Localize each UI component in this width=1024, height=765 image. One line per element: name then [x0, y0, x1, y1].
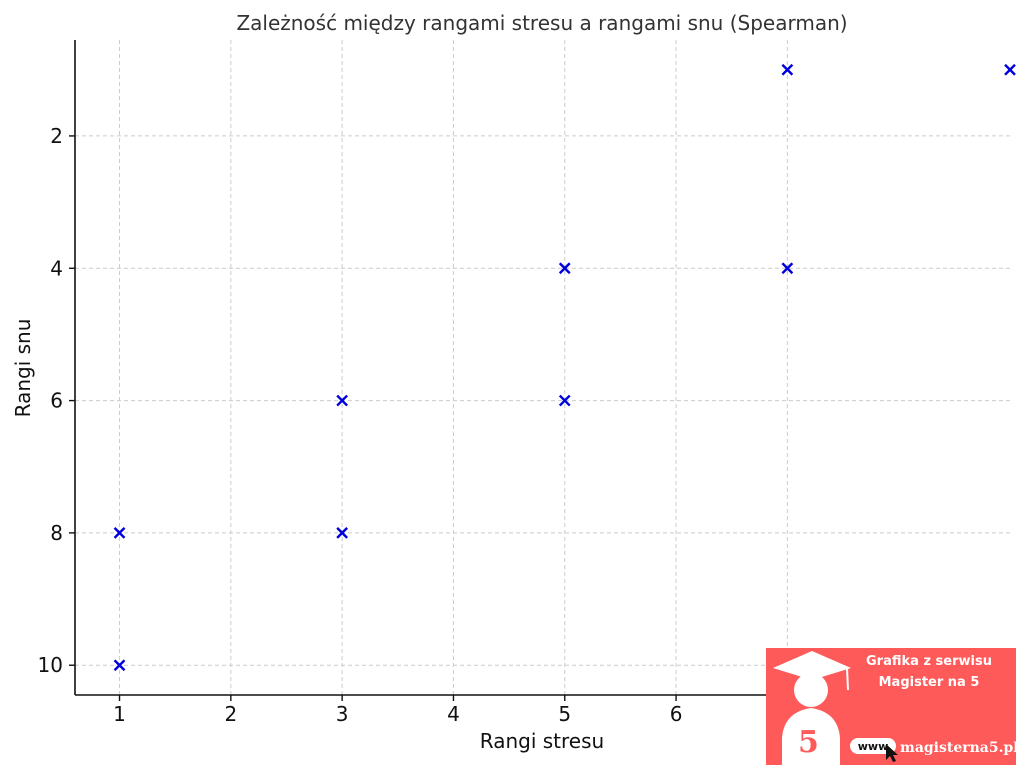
x-tick-label: 4 [447, 702, 460, 726]
x-tick-label: 3 [336, 702, 349, 726]
data-point-stroke [113, 659, 126, 672]
data-point-stroke [558, 262, 571, 275]
data-point-stroke [558, 394, 571, 407]
data-points [113, 63, 1016, 672]
watermark-url: magisterna5.pl [900, 740, 1019, 756]
data-point-stroke [781, 63, 794, 76]
url-pill [850, 738, 896, 754]
chart-title: Zależność między rangami stresu a rangam… [236, 11, 847, 35]
y-tick-label: 4 [50, 256, 63, 280]
data-point [336, 527, 348, 539]
x-axis-label: Rangi stresu [480, 729, 604, 753]
data-point [336, 394, 348, 407]
data-point-stroke [113, 527, 126, 539]
axes [74, 40, 1010, 696]
y-ticks: 2 4 6 8 10 [38, 124, 75, 677]
y-tick-label: 2 [50, 124, 63, 148]
data-point [113, 659, 126, 672]
watermark-line1: Grafika z serwisu [866, 654, 992, 669]
data-point [113, 527, 126, 539]
watermark-line2: Magister na 5 [879, 675, 980, 690]
data-point [558, 262, 571, 275]
data-point [781, 262, 794, 275]
x-tick-label: 2 [224, 702, 237, 726]
data-point-stroke [1004, 63, 1016, 76]
data-point-stroke [336, 394, 348, 407]
watermark-digit: 5 [798, 725, 819, 760]
y-axis-label: Rangi snu [11, 319, 35, 418]
x-tick-label: 6 [670, 702, 683, 726]
data-point-stroke [781, 262, 794, 275]
url-prefix: www [858, 740, 889, 753]
x-tick-label: 1 [113, 702, 126, 726]
watermark: 5 Grafika z serwisu Magister na 5 www ma… [766, 648, 1019, 765]
y-tick-label: 10 [38, 653, 63, 677]
graduate-silhouette-icon [773, 651, 851, 765]
y-tick-label: 8 [50, 521, 63, 545]
data-point [781, 63, 794, 76]
x-ticks: 1234567 [113, 695, 794, 726]
cursor-icon [886, 744, 898, 762]
data-point [558, 394, 571, 407]
data-point [1004, 63, 1016, 76]
grid [75, 40, 1010, 695]
data-point-stroke [336, 527, 348, 539]
x-tick-label: 5 [558, 702, 571, 726]
y-tick-label: 6 [50, 389, 63, 413]
